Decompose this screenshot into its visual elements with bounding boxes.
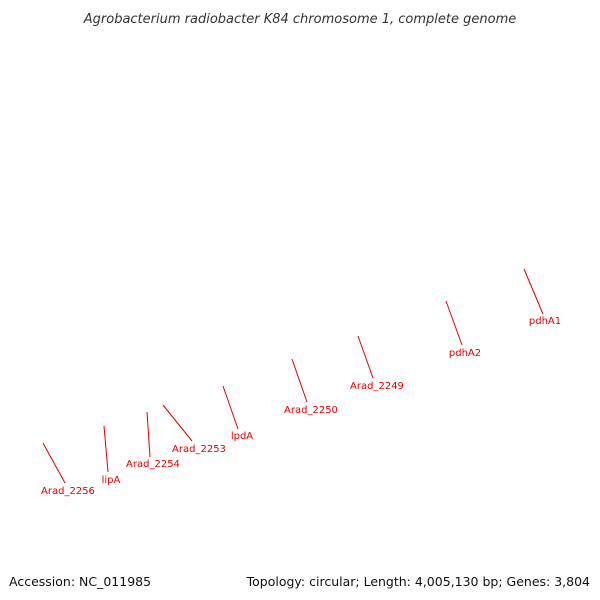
gene-label: lpdA bbox=[231, 431, 253, 442]
gene-leader-line bbox=[291, 358, 308, 403]
gene-leader-line bbox=[42, 442, 66, 484]
gene-label: Arad_2253 bbox=[172, 444, 226, 455]
accession-text: Accession: NC_011985 bbox=[9, 574, 151, 589]
gene-label: Arad_2254 bbox=[126, 459, 180, 470]
gene-leader-line bbox=[523, 268, 544, 315]
gene-leader-lines bbox=[42, 268, 544, 484]
gene-label: lipA bbox=[102, 475, 121, 486]
gene-label: Arad_2250 bbox=[284, 405, 338, 416]
gene-leader-line bbox=[162, 404, 193, 442]
gene-leader-line bbox=[146, 411, 151, 458]
genome-summary-text: Topology: circular; Length: 4,005,130 bp… bbox=[246, 574, 590, 589]
gene-leader-line bbox=[357, 335, 374, 379]
gene-labels: pdhA1 pdhA2 Arad_2249 Arad_2250 lpdA Arad_225… bbox=[41, 316, 561, 497]
gene-label: pdhA1 bbox=[529, 316, 561, 327]
gene-label: pdhA2 bbox=[449, 348, 481, 359]
gene-label: Arad_2256 bbox=[41, 486, 95, 497]
gene-label: Arad_2249 bbox=[350, 381, 404, 392]
gene-leader-line bbox=[222, 385, 239, 430]
gene-leader-line bbox=[445, 300, 463, 346]
gene-leader-line bbox=[103, 425, 109, 473]
page-title: Agrobacterium radiobacter K84 chromosome… bbox=[83, 12, 516, 27]
